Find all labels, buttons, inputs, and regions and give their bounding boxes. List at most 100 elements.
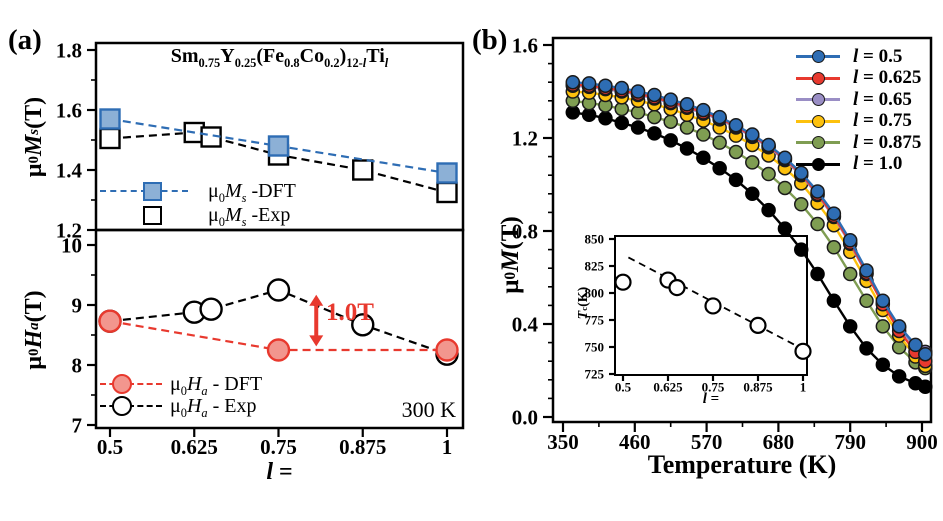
data-point-Ms-DFT <box>99 108 121 130</box>
legend-label: l = 1.0 <box>853 153 903 175</box>
data-point-Tc <box>794 342 812 360</box>
data-point-l=0.875 <box>728 144 744 160</box>
y-tick-label: 800 <box>585 286 605 301</box>
data-point-l=0.5 <box>777 150 793 166</box>
x-tick-label: 0.875 <box>339 435 386 459</box>
legend-label: μ0Ms -DFT <box>208 179 296 205</box>
y-tick-label: 10 <box>61 233 82 257</box>
data-point-l=0.875 <box>761 166 776 182</box>
data-point-l=0.5 <box>614 80 629 96</box>
data-point-l=1.0 <box>663 133 678 148</box>
legend-row: l = 0.625 <box>796 67 921 90</box>
x-tick-label: 900 <box>906 430 938 454</box>
x-tick-label: 790 <box>834 430 866 454</box>
legend-row: l = 0.75 <box>796 110 921 133</box>
data-point-l=0.875 <box>842 266 858 282</box>
legend-label: μ0Ha - Exp <box>170 394 257 420</box>
data-point-l=1.0 <box>875 357 891 372</box>
data-point-Ms-DFT <box>436 162 458 184</box>
y-tick-label: 1.6 <box>56 98 82 122</box>
legend-label: l = 0.5 <box>853 45 903 67</box>
arrow-head-down <box>309 335 324 347</box>
legend-row: l = 0.875 <box>796 132 921 154</box>
legend-marker <box>796 132 840 154</box>
data-point-l=0.5 <box>761 137 776 153</box>
data-point-l=0.5 <box>745 127 760 142</box>
x-tick-label: 1 <box>442 435 453 459</box>
data-point-Tc <box>749 316 767 334</box>
data-point-l=1.0 <box>630 120 646 135</box>
m-vs-temperature-chart: 0.0 0.4 0.8 1.2 1.6 350 460 570 680 790 900 <box>512 33 938 454</box>
data-point-l=0.875 <box>696 127 711 142</box>
data-point-Ha-Exp <box>351 313 375 337</box>
y-tick-label: 825 <box>585 259 605 274</box>
y-tick-label: 9 <box>72 293 83 317</box>
x-tick-label: 0.5 <box>97 435 123 459</box>
legend-row: l = 1.0 <box>796 153 921 176</box>
data-point-Ha-DFT <box>98 309 122 333</box>
data-point-l=0.5 <box>598 78 613 93</box>
y-tick-label: 750 <box>585 340 605 355</box>
data-point-l=1.0 <box>728 172 744 188</box>
x-tick-label: 0.75 <box>260 435 297 459</box>
y-tick-label: 1.2 <box>512 126 538 150</box>
x-tick-label: 0.75 <box>702 380 725 395</box>
temperature-x-axis-label: Temperature (K) <box>647 450 837 479</box>
x-tick-label: 680 <box>763 430 795 454</box>
legend-marker-square <box>142 181 162 201</box>
legend-marker <box>100 179 188 203</box>
inset-x-axis-label: l = <box>702 391 720 407</box>
legend-marker-circle <box>811 71 825 85</box>
data-point-l=0.5 <box>679 97 695 112</box>
arrow-head-up <box>309 294 324 306</box>
data-point-l=0.5 <box>712 109 727 125</box>
x-tick-label: 350 <box>547 430 579 454</box>
data-point-l=0.5 <box>810 184 825 199</box>
data-point-l=0.875 <box>859 293 874 308</box>
data-point-l=1.0 <box>696 150 711 166</box>
y-tick-label: 0.4 <box>512 312 539 336</box>
legend-marker-circle <box>811 93 825 107</box>
legend-row: μ0Ha - DFT <box>100 373 262 397</box>
data-point-l=0.5 <box>826 206 842 221</box>
legend-marker-circle <box>112 374 132 394</box>
data-point-l=1.0 <box>614 115 629 131</box>
legend-marker <box>796 68 840 90</box>
arrow-annotation-label: 1.0T <box>326 299 374 326</box>
data-point-l=0.5 <box>696 102 711 118</box>
ms-vs-l-chart: 1.2 1.4 1.6 1.8 <box>56 38 465 242</box>
y-tick-label: 7 <box>72 413 83 437</box>
y-tick-label: 1.2 <box>56 218 82 242</box>
data-point-Ms-Exp <box>200 126 222 148</box>
ha-vs-l-chart: 7 8 9 10 0.5 0.625 0.75 0.875 1 <box>61 228 465 459</box>
data-point-l=0.5 <box>565 74 581 90</box>
legend-marker <box>796 154 840 176</box>
data-point-l=0.5 <box>891 319 907 334</box>
data-point-Ha-DFT <box>266 338 291 362</box>
data-point-l=1.0 <box>745 186 760 202</box>
data-point-Ha-DFT <box>435 338 459 362</box>
data-point-l=0.875 <box>647 109 662 125</box>
data-point-l=0.875 <box>777 180 793 196</box>
data-point-l=1.0 <box>712 160 727 176</box>
y-tick-label: 725 <box>585 367 605 382</box>
data-point-l=1.0 <box>598 110 613 126</box>
legend-row: l = 0.65 <box>796 89 921 111</box>
y-tick-label: 8 <box>72 353 83 377</box>
y-tick-label: 850 <box>585 232 605 247</box>
data-point-Tc <box>614 273 632 291</box>
data-point-Ms-Exp <box>99 127 121 150</box>
panel-a-x-axis-label: l = <box>266 459 293 485</box>
data-point-l=0.5 <box>842 233 858 248</box>
data-point-l=1.0 <box>842 319 858 334</box>
legend-marker <box>100 203 188 227</box>
data-point-l=0.875 <box>663 114 678 129</box>
data-point-l=0.5 <box>663 92 678 107</box>
y-tick-label: 0.8 <box>512 219 538 243</box>
y-tick-label: 1.8 <box>56 38 82 62</box>
data-point-l=0.5 <box>630 84 646 99</box>
